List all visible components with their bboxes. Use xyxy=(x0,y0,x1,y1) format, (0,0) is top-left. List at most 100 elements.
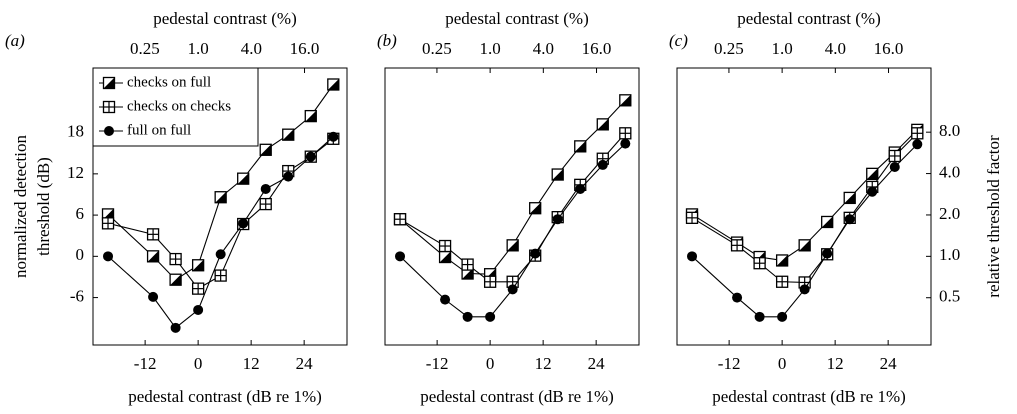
marker-shape xyxy=(103,251,114,262)
marker-fill xyxy=(170,274,182,286)
marker-shape xyxy=(754,311,765,322)
data-point xyxy=(507,284,518,295)
marker-shape xyxy=(575,183,586,194)
data-point xyxy=(574,140,587,153)
series-line xyxy=(107,136,334,329)
x-tick-label: 24 xyxy=(588,354,606,373)
data-point xyxy=(193,304,204,315)
data-point xyxy=(843,191,856,205)
marker-shape xyxy=(552,214,563,225)
top-x-tick-label: 0.25 xyxy=(130,39,160,58)
marker-shape xyxy=(440,294,451,305)
marker-shape xyxy=(507,284,518,295)
data-point xyxy=(103,251,114,262)
top-x-tick-label: 0.25 xyxy=(422,39,452,58)
y2-tick-label: 8.0 xyxy=(939,121,960,140)
x-tick-label: -12 xyxy=(134,354,157,373)
panel-label: (a) xyxy=(5,31,25,50)
data-point xyxy=(146,250,160,263)
data-point xyxy=(438,250,452,264)
marker-shape xyxy=(889,161,900,172)
top-x-axis-label: pedestal contrast (%) xyxy=(445,9,589,28)
data-point xyxy=(888,149,901,163)
data-point xyxy=(101,217,115,230)
top-x-tick-label: 16.0 xyxy=(582,39,612,58)
data-point xyxy=(304,109,317,123)
data-point xyxy=(259,143,272,156)
data-point xyxy=(867,186,878,197)
top-x-tick-label: 1.0 xyxy=(772,39,793,58)
data-point xyxy=(238,218,249,229)
x-tick-label: 0 xyxy=(486,354,495,373)
data-point xyxy=(169,273,182,286)
marker-shape xyxy=(170,322,181,333)
marker-shape xyxy=(620,138,631,149)
data-point xyxy=(730,239,744,252)
data-point xyxy=(259,197,272,211)
legend-label: full on full xyxy=(127,122,191,138)
marker-fill xyxy=(260,144,272,156)
marker-shape xyxy=(328,131,339,142)
data-point xyxy=(799,284,810,295)
series-line xyxy=(399,132,626,283)
marker-fill xyxy=(147,250,159,262)
marker-fill xyxy=(305,110,317,122)
data-point xyxy=(777,311,788,322)
marker-shape xyxy=(777,311,788,322)
data-point xyxy=(438,239,452,253)
marker-fill xyxy=(529,202,541,214)
data-point xyxy=(753,257,766,270)
x-tick-label: 12 xyxy=(827,354,844,373)
data-point xyxy=(552,214,563,225)
series-line xyxy=(399,99,626,275)
y2-tick-label: 0.5 xyxy=(939,287,960,306)
data-point xyxy=(485,311,496,322)
data-point xyxy=(911,127,924,140)
legend-marker xyxy=(102,100,116,114)
data-point xyxy=(461,258,474,271)
y-tick-label: 18 xyxy=(67,122,84,141)
data-point xyxy=(327,78,340,91)
data-point xyxy=(282,128,295,141)
data-point xyxy=(462,311,473,322)
top-x-axis-label: pedestal contrast (%) xyxy=(153,9,297,28)
series-line xyxy=(691,143,918,318)
legend-marker xyxy=(102,76,116,90)
y-tick-label: 12 xyxy=(67,163,84,182)
data-point xyxy=(687,251,698,262)
marker-fill xyxy=(282,129,294,141)
marker-shape xyxy=(215,249,226,260)
data-point xyxy=(596,118,609,131)
marker-shape xyxy=(104,126,114,136)
x-tick-label: 12 xyxy=(243,354,260,373)
marker-fill xyxy=(103,77,115,89)
top-x-tick-label: 4.0 xyxy=(241,39,262,58)
marker-fill xyxy=(215,191,227,203)
data-point xyxy=(393,213,407,226)
marker-fill xyxy=(866,168,878,180)
data-point xyxy=(775,275,789,288)
marker-shape xyxy=(193,304,204,315)
y-tick-label: 0 xyxy=(76,245,85,264)
marker-fill xyxy=(439,251,451,263)
marker-shape xyxy=(305,151,316,162)
marker-fill xyxy=(102,208,114,220)
data-point xyxy=(844,214,855,225)
data-point xyxy=(214,191,227,204)
marker-fill xyxy=(574,140,586,152)
data-point xyxy=(912,139,923,150)
top-x-tick-label: 16.0 xyxy=(874,39,904,58)
data-point xyxy=(170,322,181,333)
data-point xyxy=(148,291,159,302)
data-point xyxy=(440,294,451,305)
data-point xyxy=(575,183,586,194)
data-point xyxy=(821,215,834,229)
data-point xyxy=(214,269,227,282)
data-point xyxy=(506,239,519,252)
marker-fill xyxy=(844,192,856,204)
x-tick-label: -12 xyxy=(426,354,449,373)
series-line xyxy=(691,129,918,262)
series-line xyxy=(691,132,918,284)
data-point xyxy=(889,161,900,172)
x-tick-label: -12 xyxy=(718,354,741,373)
